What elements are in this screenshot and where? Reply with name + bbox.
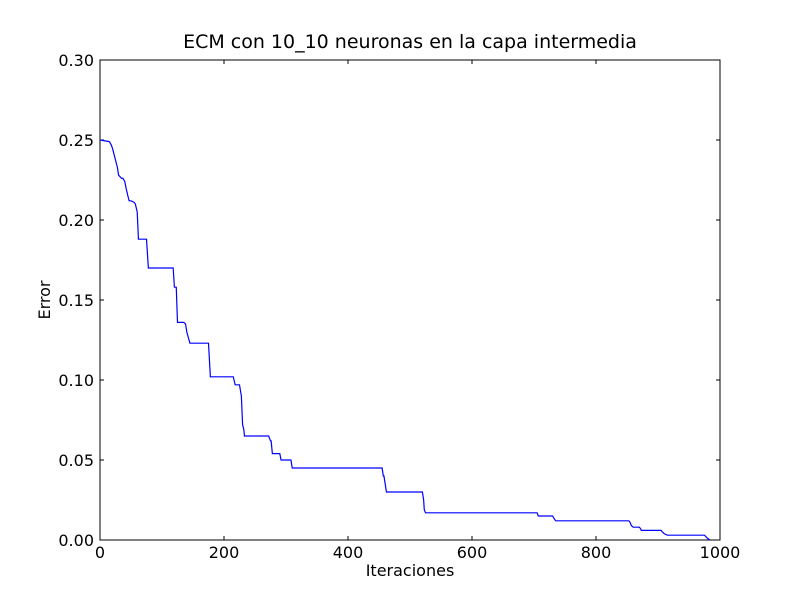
series-line-0 [99,139,711,541]
x-axis-label: Iteraciones [366,561,455,580]
x-tick-label: 200 [209,543,240,562]
x-tick-label: 400 [333,543,364,562]
y-tick-label: 0.10 [58,371,94,390]
y-tick-label: 0.20 [58,211,94,230]
x-tick-label: 800 [581,543,612,562]
y-tick-label: 0.05 [58,451,94,470]
plot-frame [99,59,721,541]
series-group [99,139,711,541]
x-tick-label: 600 [457,543,488,562]
y-tick-label: 0.15 [58,291,94,310]
y-tick-label: 0.30 [58,51,94,70]
x-tick-label: 1000 [700,543,741,562]
y-tick-label: 0.25 [58,131,94,150]
y-tick-label: 0.00 [58,531,94,550]
y-axis: 0.00 0.05 0.10 0.15 0.20 0.25 0.30 [58,51,720,550]
y-axis-label: Error [35,280,54,319]
x-axis: 0 200 400 600 800 1000 [95,60,740,562]
plot-area [99,59,721,541]
chart-title: ECM con 10_10 neuronas en la capa interm… [183,31,637,53]
x-tick-label: 0 [95,543,105,562]
